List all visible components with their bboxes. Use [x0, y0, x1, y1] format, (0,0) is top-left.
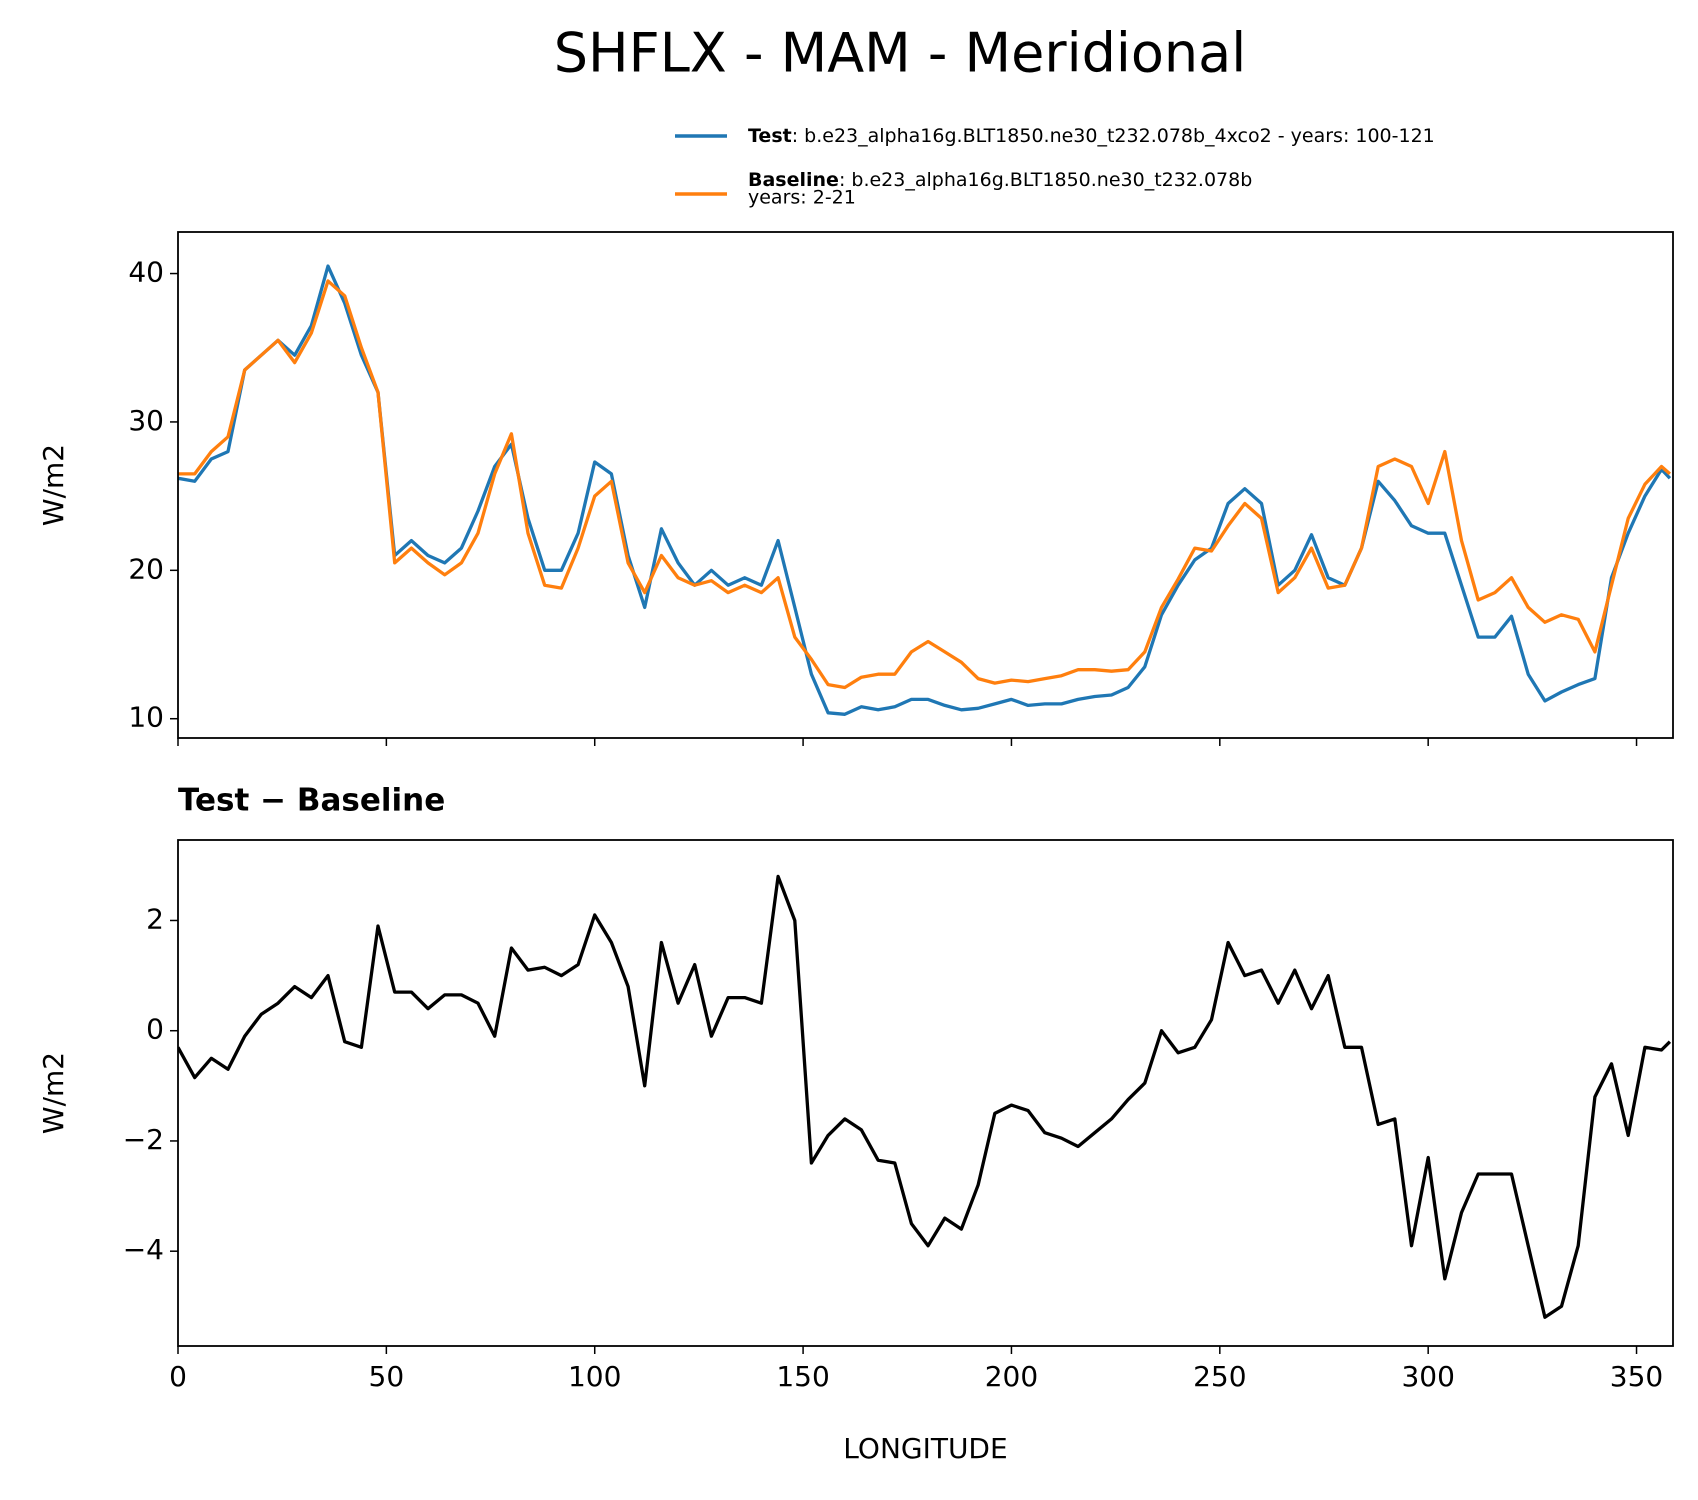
- y-tick-label: 30: [128, 404, 164, 437]
- legend-label: Test: b.e23_alpha16g.BLT1850.ne30_t232.0…: [748, 125, 1435, 147]
- x-tick-label: 50: [369, 1360, 405, 1393]
- legend-name: Test: [748, 125, 792, 147]
- x-axis-label: LONGITUDE: [843, 1432, 1007, 1465]
- x-tick-label: 100: [568, 1360, 621, 1393]
- axes-frame: [177, 231, 1674, 739]
- y-axis-label: W/m2: [37, 444, 70, 526]
- legend-text: : b.e23_alpha16g.BLT1850.ne30_t232.078b: [839, 169, 1252, 191]
- legend-label: Baseline: b.e23_alpha16g.BLT1850.ne30_t2…: [748, 169, 1252, 191]
- subplot-title: Test − Baseline: [178, 783, 445, 819]
- chart-title: SHFLX - MAM - Meridional: [554, 22, 1246, 85]
- y-tick-label: −4: [123, 1233, 164, 1266]
- y-tick-label: −2: [123, 1123, 164, 1156]
- legend-name: Baseline: [748, 169, 839, 191]
- data-line: [178, 264, 1672, 716]
- y-axis-label: W/m2: [37, 1052, 70, 1134]
- y-tick-label: 2: [146, 902, 164, 935]
- x-tick-label: 0: [169, 1360, 187, 1393]
- x-tick-label: 250: [1193, 1360, 1246, 1393]
- legend-label-line: years: 2-21: [748, 187, 856, 209]
- data-line: [178, 279, 1671, 690]
- x-tick-label: 150: [776, 1360, 829, 1393]
- axes-frame: [177, 839, 1674, 1347]
- y-tick-label: 20: [128, 552, 164, 585]
- x-tick-label: 200: [985, 1360, 1038, 1393]
- y-tick-label: 10: [128, 701, 164, 734]
- data-line: [178, 874, 1672, 1319]
- legend-text: : b.e23_alpha16g.BLT1850.ne30_t232.078b_…: [792, 125, 1435, 147]
- y-tick-label: 0: [146, 1013, 164, 1046]
- x-tick-label: 350: [1610, 1360, 1663, 1393]
- x-tick-label: 300: [1401, 1360, 1454, 1393]
- y-tick-label: 40: [128, 256, 164, 289]
